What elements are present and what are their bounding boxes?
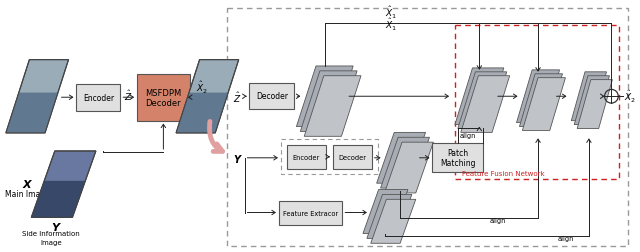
- Text: Side Information: Side Information: [22, 230, 80, 236]
- Polygon shape: [176, 60, 239, 133]
- Polygon shape: [574, 76, 609, 125]
- Bar: [227, 9, 628, 246]
- Bar: [76, 84, 120, 111]
- Polygon shape: [31, 181, 85, 217]
- Polygon shape: [6, 93, 58, 133]
- Text: Encoder: Encoder: [292, 154, 320, 160]
- Polygon shape: [572, 73, 607, 121]
- Polygon shape: [376, 133, 426, 183]
- Text: Image: Image: [40, 239, 61, 245]
- Text: Patch
Matching: Patch Matching: [440, 148, 476, 168]
- Bar: [279, 201, 342, 225]
- Bar: [137, 75, 190, 121]
- Text: $\hat{X}_1$: $\hat{X}_1$: [385, 17, 397, 33]
- Text: $\hat{X}_2$: $\hat{X}_2$: [624, 89, 636, 105]
- Text: MSFDPM
Decoder: MSFDPM Decoder: [145, 88, 182, 108]
- Bar: [281, 140, 378, 175]
- Text: $\hat{X}_1$: $\hat{X}_1$: [385, 5, 397, 21]
- Text: Decoder: Decoder: [256, 92, 288, 101]
- Text: align: align: [557, 235, 574, 241]
- Polygon shape: [6, 60, 68, 133]
- Polygon shape: [381, 138, 429, 188]
- Text: Feature Extracor: Feature Extracor: [283, 210, 338, 216]
- Polygon shape: [304, 76, 361, 137]
- Polygon shape: [300, 72, 357, 132]
- Text: Main Image: Main Image: [5, 189, 50, 198]
- Text: $\hat{Z}$: $\hat{Z}$: [124, 88, 132, 102]
- Polygon shape: [577, 80, 612, 129]
- Bar: [287, 145, 326, 169]
- Polygon shape: [296, 67, 353, 127]
- Text: align: align: [460, 133, 476, 139]
- Text: $\boldsymbol{X}$: $\boldsymbol{X}$: [22, 178, 33, 190]
- Polygon shape: [31, 151, 96, 217]
- Polygon shape: [455, 69, 504, 125]
- Polygon shape: [520, 75, 563, 127]
- Text: Feature Fusion Network: Feature Fusion Network: [461, 170, 545, 176]
- Polygon shape: [385, 143, 433, 193]
- Text: $\hat{X}_2$: $\hat{X}_2$: [196, 79, 209, 95]
- Polygon shape: [458, 73, 507, 129]
- Polygon shape: [522, 78, 565, 131]
- Polygon shape: [176, 93, 228, 133]
- Bar: [250, 83, 294, 110]
- Polygon shape: [516, 71, 559, 123]
- Polygon shape: [367, 195, 412, 238]
- Bar: [333, 145, 372, 169]
- Text: Decoder: Decoder: [338, 154, 366, 160]
- Bar: [433, 144, 483, 173]
- Text: $\hat{Z}$: $\hat{Z}$: [233, 89, 241, 104]
- Polygon shape: [461, 76, 509, 133]
- Polygon shape: [371, 200, 416, 243]
- Text: align: align: [489, 217, 506, 224]
- Bar: [455, 26, 620, 180]
- Text: Encoder: Encoder: [83, 93, 114, 102]
- Polygon shape: [363, 190, 408, 234]
- FancyArrowPatch shape: [209, 122, 223, 152]
- Text: $\boldsymbol{Y}$: $\boldsymbol{Y}$: [51, 220, 62, 232]
- Text: $\boldsymbol{Y}$: $\boldsymbol{Y}$: [233, 152, 243, 164]
